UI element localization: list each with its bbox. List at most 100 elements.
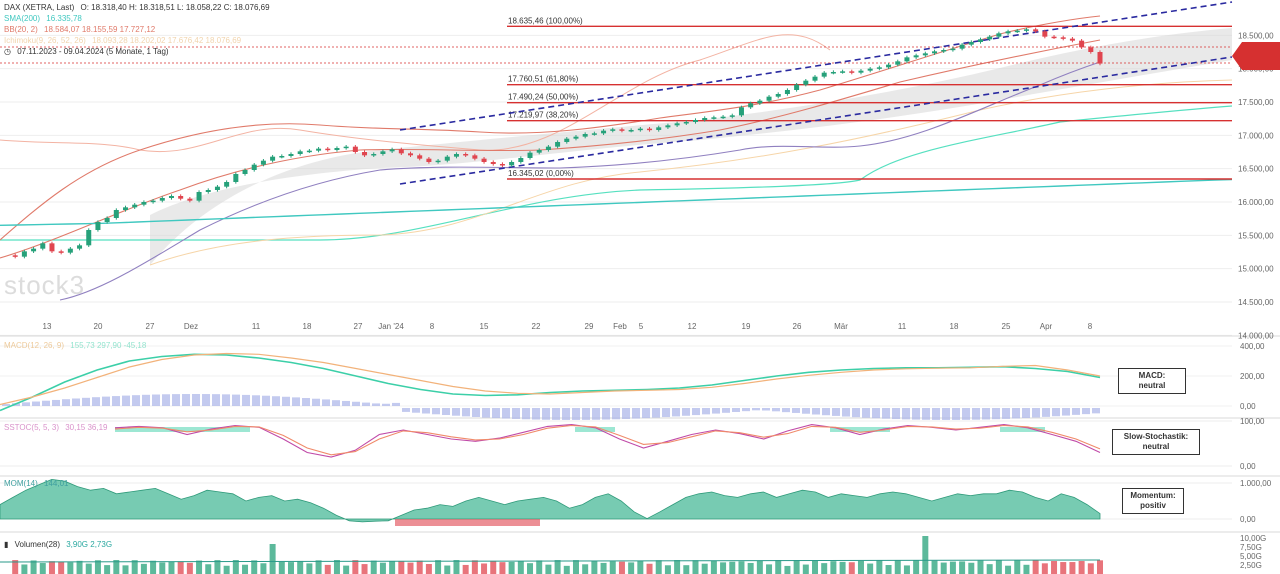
time-tick-label: 25 — [1002, 322, 1011, 331]
macd-hist-bar — [522, 408, 530, 420]
volume-bar — [333, 560, 340, 574]
trend-lower-line — [399, 56, 1233, 185]
macd-hist-bar — [32, 401, 40, 406]
volume-bar — [949, 561, 956, 574]
candle-body — [1097, 52, 1103, 64]
candle-body — [518, 158, 524, 162]
volume-bar — [113, 560, 120, 574]
volume-bar — [720, 562, 727, 574]
macd-hist-bar — [442, 408, 450, 416]
candle-body — [270, 156, 276, 161]
macd-hist-bar — [792, 408, 800, 413]
candle-body — [757, 100, 763, 104]
time-tick-label: 18 — [303, 322, 312, 331]
mom-signal-title: Momentum: — [1130, 491, 1176, 500]
macd-hist-bar — [742, 408, 750, 412]
candle-body — [527, 152, 533, 158]
volume-bar — [297, 560, 304, 574]
volume-bar — [1069, 562, 1076, 574]
macd-hist-bar — [662, 408, 670, 418]
volume-bar — [232, 560, 239, 574]
candle-body — [95, 222, 101, 230]
volume-bar — [692, 560, 699, 574]
macd-hist-bar — [1062, 408, 1070, 416]
mom-tick-label: 0,00 — [1240, 515, 1256, 524]
volume-bar — [545, 564, 552, 574]
time-tick-label: 15 — [480, 322, 489, 331]
time-tick-label: 18 — [950, 322, 959, 331]
volume-bar — [196, 560, 203, 574]
instrument-name: DAX (XETRA, Last) — [4, 3, 75, 12]
price-tick-label: 14.500,00 — [1238, 298, 1274, 307]
candle-body — [987, 36, 993, 40]
volume-bar — [1041, 563, 1048, 574]
candle-body — [67, 248, 73, 253]
sma-200-path — [0, 178, 1233, 226]
macd-hist-bar — [702, 408, 710, 415]
volume-bar — [389, 561, 396, 574]
candle-body — [481, 158, 487, 162]
macd-hist-bar — [62, 399, 70, 406]
volume-tick-label: 7,50G — [1240, 543, 1262, 552]
candle-body — [968, 42, 974, 45]
watermark-logo: stock3 — [4, 270, 86, 300]
macd-hist-bar — [182, 394, 190, 406]
macd-hist-bar — [872, 408, 880, 419]
volume-bar — [168, 561, 175, 574]
volume-bar — [343, 565, 350, 574]
volume-bar — [536, 560, 543, 574]
volume-bar — [398, 561, 405, 574]
volume-bar — [324, 564, 331, 574]
volume-bar — [85, 563, 92, 574]
signal-line — [0, 352, 1101, 406]
candle-body — [77, 245, 83, 249]
bb-values: 18.584,07 18.155,59 17.727,12 — [44, 25, 156, 34]
legend-period: ◷ 07.11.2023 - 09.04.2024 (5 Monate, 1 T… — [4, 47, 173, 57]
candle-body — [637, 128, 643, 131]
candle-body — [40, 243, 46, 249]
macd-hist-bar — [1092, 408, 1100, 414]
volume-bar — [12, 560, 19, 574]
senkou-span-a — [149, 79, 1233, 266]
macd-label: MACD(12, 26, 9) — [4, 341, 65, 350]
macd-hist-bar — [372, 403, 380, 406]
volume-bar — [315, 560, 322, 574]
macd-hist-bar — [632, 408, 640, 419]
candle-body — [233, 174, 239, 182]
stoch-overbought-zone — [575, 427, 615, 432]
volume-bar — [710, 560, 717, 574]
legend-macd: MACD(12, 26, 9) 155,73 297,90 -45,18 — [4, 341, 150, 351]
candle-body — [647, 128, 653, 131]
candle-body — [260, 160, 266, 165]
candle-body — [380, 151, 386, 154]
time-tick-label: 5 — [639, 322, 644, 331]
volume-bar — [407, 562, 414, 574]
trend-upper-line — [399, 1, 1233, 131]
candle-body — [794, 84, 800, 90]
candle-body — [536, 150, 542, 153]
candle-body — [1069, 38, 1075, 41]
macd-hist-bar — [562, 408, 570, 420]
macd-hist-bar — [862, 408, 870, 418]
macd-hist-bar — [542, 408, 550, 420]
macd-hist-bar — [962, 408, 970, 420]
macd-hist-bar — [312, 398, 320, 406]
candle-body — [720, 116, 726, 119]
volume-bar — [894, 560, 901, 574]
candle-body — [1014, 30, 1020, 33]
volume-bar — [242, 564, 249, 574]
macd-hist-bar — [1042, 408, 1050, 417]
macd-hist-bar — [802, 408, 810, 414]
volume-bar — [435, 560, 442, 574]
candle-body — [950, 48, 956, 51]
time-tick-label: 11 — [252, 322, 261, 331]
volume-bar — [94, 560, 101, 574]
time-tick-label: 13 — [43, 322, 52, 331]
fib-label-0: 18.635,46 (100,00%) — [508, 16, 583, 25]
volume-bar — [214, 560, 221, 574]
volume-bar — [140, 563, 147, 574]
volume-bar — [995, 560, 1002, 574]
price-tag — [1232, 42, 1280, 70]
